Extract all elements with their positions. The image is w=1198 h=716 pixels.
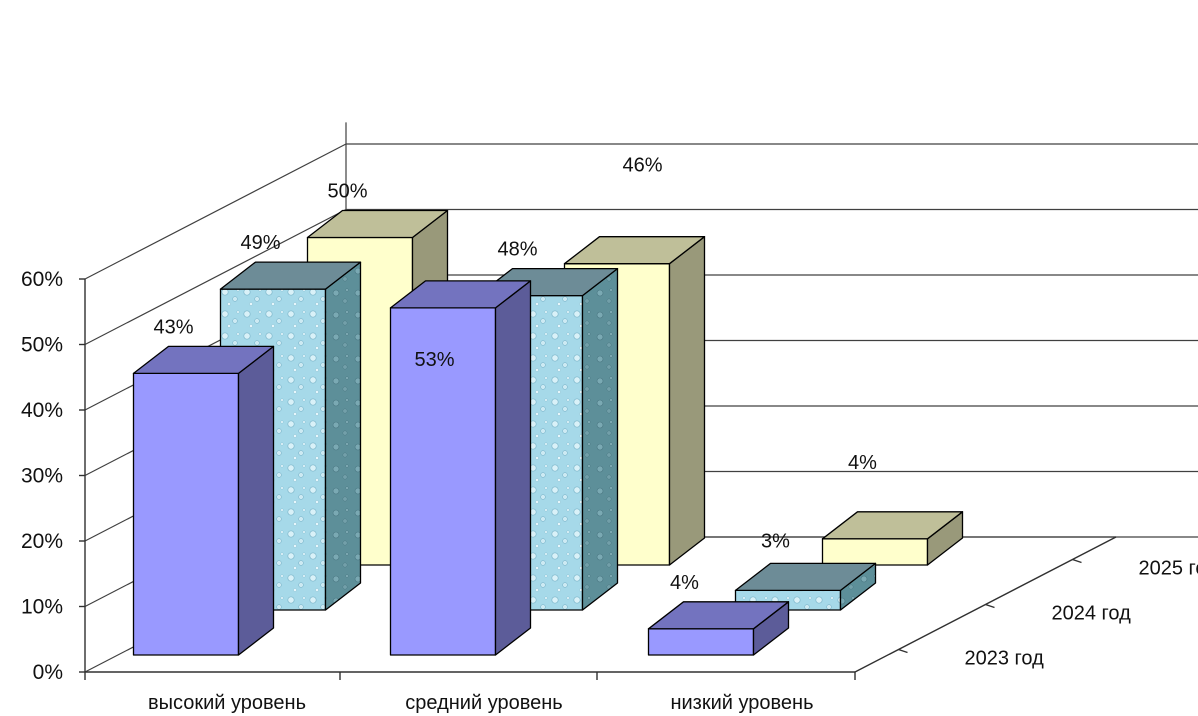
- data-label: 53%: [414, 349, 454, 371]
- bar-top: [563, 236, 706, 265]
- y-tick-label: 0%: [33, 661, 63, 684]
- data-label: 4%: [670, 572, 699, 594]
- data-label: 43%: [153, 316, 193, 338]
- data-label: 4%: [848, 452, 877, 474]
- bar-side: [581, 267, 619, 611]
- axes: [79, 278, 1117, 680]
- bar-top: [389, 280, 532, 309]
- category-label: средний уровень: [405, 692, 562, 714]
- y-tick-label: 40%: [21, 399, 63, 422]
- bar-top: [306, 209, 449, 239]
- bar-1-3: [647, 601, 790, 656]
- bar-top: [821, 511, 964, 540]
- data-label: 50%: [327, 181, 367, 203]
- data-label: 46%: [622, 155, 662, 177]
- bar-top: [647, 601, 790, 630]
- series-label: 2024 год: [1052, 603, 1132, 625]
- category-label: низкий уровень: [670, 692, 813, 714]
- bar-side: [324, 261, 362, 611]
- y-tick-label: 10%: [21, 596, 63, 619]
- bar-top: [734, 562, 877, 592]
- bar-2-3: [734, 562, 877, 611]
- bar-3-3: [821, 511, 964, 566]
- gridline-side: [84, 143, 347, 280]
- bar-side: [494, 280, 532, 656]
- bar-1-1: [132, 345, 275, 656]
- bar-front: [821, 538, 929, 566]
- data-label: 49%: [240, 232, 280, 254]
- y-tick-label: 50%: [21, 334, 63, 357]
- labels: 0% 10% 20% 30% 40% 50% 60% высокий уровень средн…: [21, 155, 1198, 714]
- y-tick-label: 20%: [21, 530, 63, 553]
- bars: [132, 209, 964, 656]
- series-tick: [985, 603, 995, 609]
- gridline-side: [84, 208, 347, 346]
- series-label: 2023 год: [965, 648, 1045, 670]
- bar-front: [132, 372, 240, 656]
- bar-top: [219, 261, 362, 290]
- y-tick-label: 60%: [21, 268, 63, 291]
- y-tick-label: 30%: [21, 465, 63, 488]
- bar-front: [647, 628, 755, 656]
- bar-side: [237, 345, 275, 656]
- series-tick: [1072, 558, 1082, 564]
- bar-side: [668, 236, 706, 566]
- data-label: 3%: [761, 530, 790, 552]
- series-tick: [898, 648, 908, 654]
- series-label: 2025 год: [1139, 558, 1198, 580]
- category-label: высокий уровень: [148, 692, 306, 714]
- data-label: 48%: [497, 239, 537, 261]
- bar-1-2: [389, 280, 532, 656]
- bar-top: [132, 345, 275, 375]
